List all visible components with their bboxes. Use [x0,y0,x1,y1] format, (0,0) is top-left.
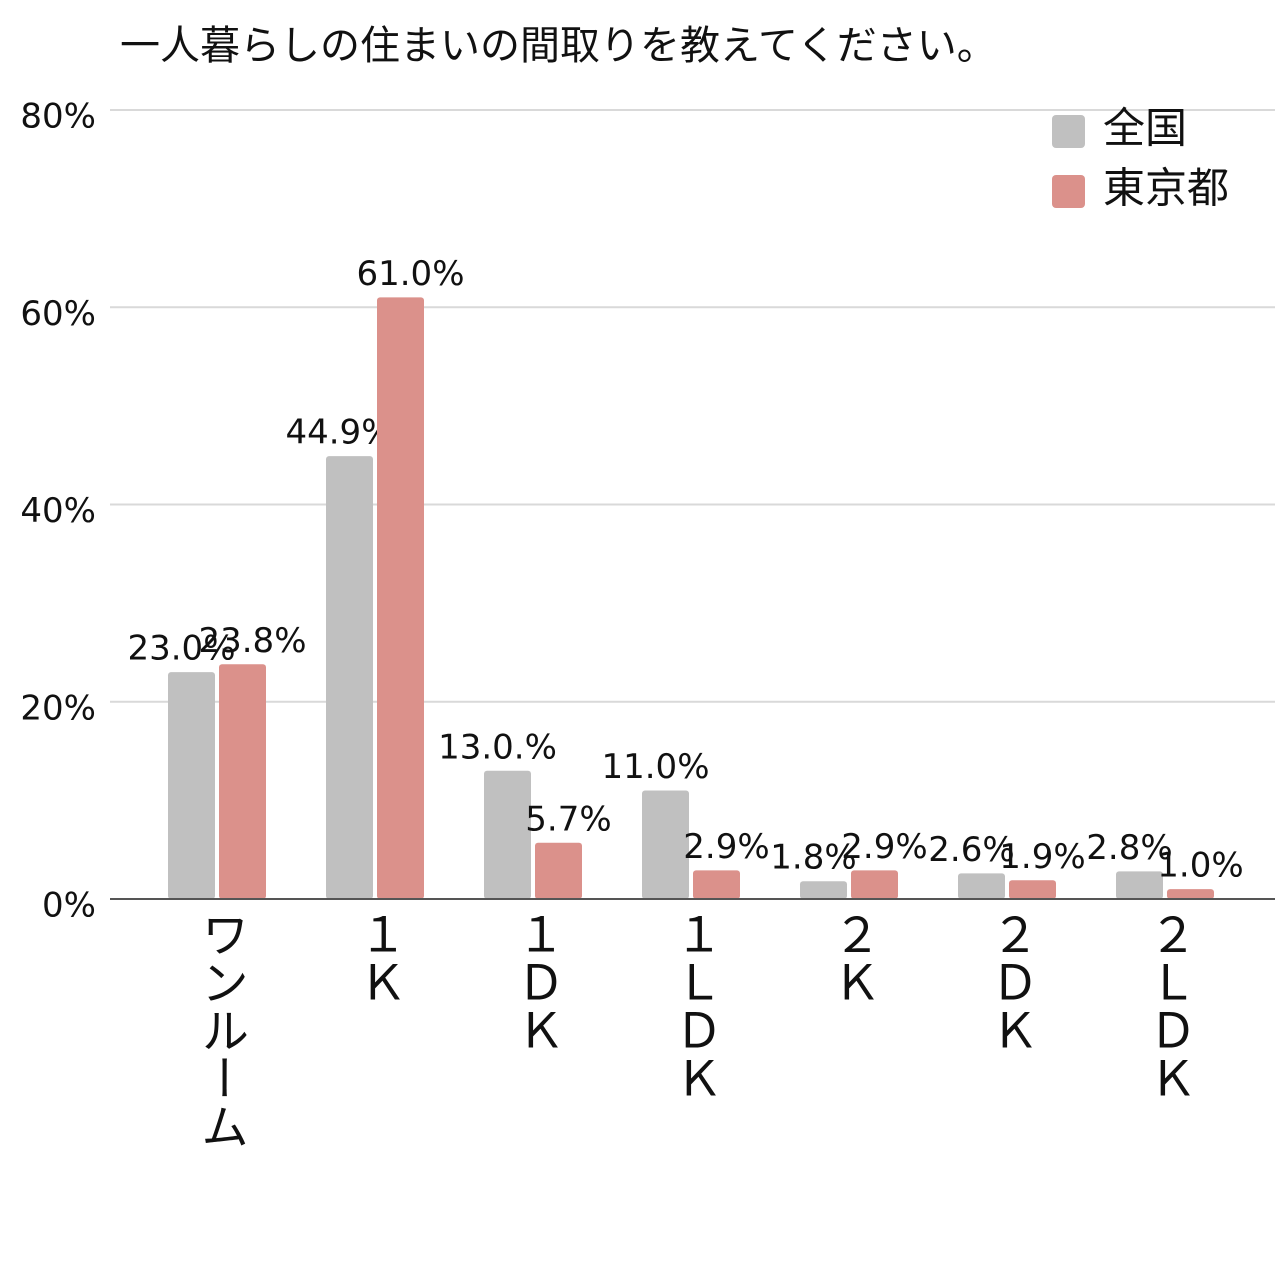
bar [642,790,689,899]
value-label: 2.6% [928,830,1014,870]
bar [1167,889,1214,899]
value-label: 1.0% [1157,846,1243,886]
x-tick-label: ２ＤＫ [982,910,1038,1054]
x-tick-label: ２Ｋ [824,910,880,1006]
bar [851,870,898,899]
value-label: 61.0% [356,254,464,294]
value-label: 11.0% [601,747,709,787]
value-label: 23.8% [198,621,306,661]
legend-swatch [1052,115,1085,148]
value-label: 2.9% [841,827,927,867]
value-label: 1.9% [999,837,1085,877]
bar [1116,871,1163,899]
value-label: 5.7% [525,799,611,839]
x-tick-label: １ＬＤＫ [666,910,722,1102]
legend-label: 東京都 [1103,164,1229,213]
value-label: 1.8% [770,838,856,878]
value-label: 23.0% [127,629,235,669]
bar [326,456,373,899]
y-tick-label: 60% [20,294,96,334]
y-tick-label: 40% [20,491,96,531]
y-tick-label: 20% [20,688,96,728]
bar [800,881,847,899]
x-tick-label: ２ＬＤＫ [1140,910,1196,1102]
bar [535,842,582,899]
x-tick-label: １ＤＫ [508,910,564,1054]
bar [168,672,215,899]
chart-title: 一人暮らしの住まいの間取りを教えてください。 [120,23,997,69]
bar [377,297,424,899]
x-tick-label: ワンルーム [192,910,248,1150]
bar [219,664,266,899]
value-label: 2.9% [683,827,769,867]
y-tick-label: 80% [20,97,96,137]
legend-label: 全国 [1103,104,1187,153]
legend-swatch [1052,175,1085,208]
bar [484,770,531,899]
value-label: 44.9% [285,413,393,453]
x-tick-label: １Ｋ [350,910,406,1006]
y-tick-label: 0% [42,886,96,926]
value-label: 2.8% [1086,828,1172,868]
bar [693,870,740,899]
bar [958,873,1005,899]
value-label: 13.0.% [438,727,557,767]
bar [1009,880,1056,899]
